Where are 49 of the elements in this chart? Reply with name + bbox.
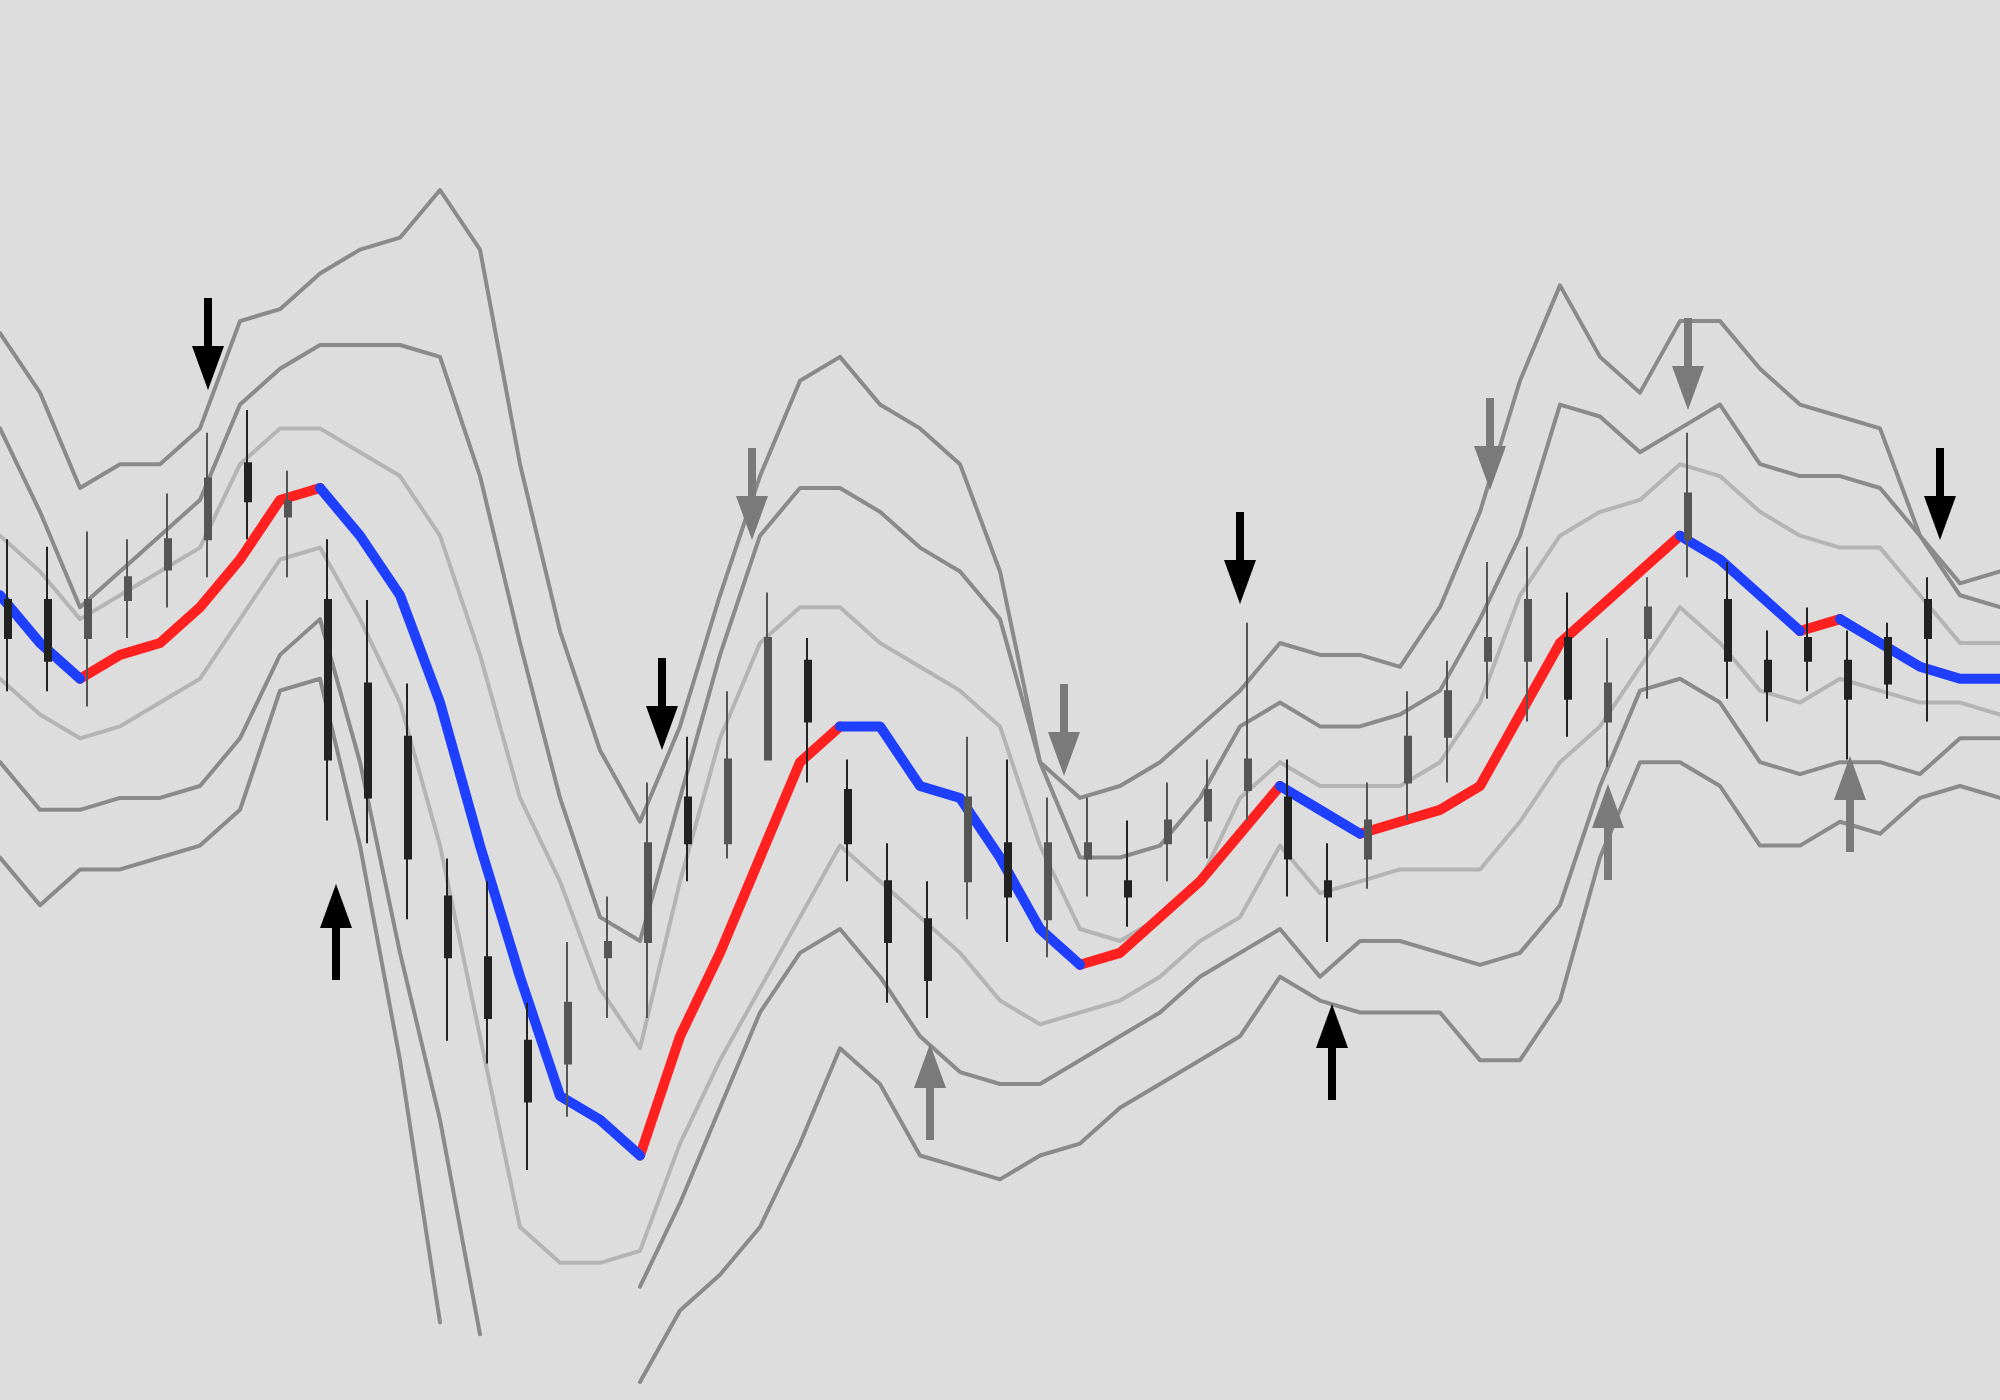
- candlestick: [124, 538, 132, 639]
- candlestick: [1804, 606, 1812, 693]
- candlestick: [1364, 781, 1372, 890]
- candlestick: [1124, 819, 1132, 928]
- candlestick: [204, 431, 212, 579]
- candlestick: [1844, 629, 1852, 761]
- candlestick: [604, 895, 612, 1019]
- candlestick: [1684, 431, 1692, 579]
- candlestick: [84, 530, 92, 708]
- candlestick: [1164, 781, 1172, 883]
- candlestick: [924, 880, 932, 1019]
- candlestick: [1924, 576, 1932, 723]
- candlestick: [1204, 758, 1212, 860]
- candlestick: [524, 1001, 532, 1171]
- candlestick: [1764, 629, 1772, 723]
- candlestick: [1044, 796, 1052, 959]
- candlestick: [1644, 576, 1652, 700]
- candlestick: [1604, 637, 1612, 769]
- candlestick: [1884, 621, 1892, 700]
- candlestick: [1484, 561, 1492, 700]
- candlestick: [364, 599, 372, 845]
- candlestick: [844, 758, 852, 883]
- candlestick: [44, 545, 52, 693]
- candlestick: [284, 469, 292, 579]
- candlestick: [4, 538, 12, 693]
- candlestick: [644, 781, 652, 1019]
- candlestick: [564, 941, 572, 1118]
- candlestick: [1324, 842, 1332, 943]
- candlestick: [1084, 796, 1092, 898]
- candlestick: [684, 735, 692, 883]
- candlestick: [1404, 690, 1412, 822]
- candlestick: [724, 690, 732, 860]
- candlestick: [1524, 545, 1532, 723]
- candlestick: [484, 880, 492, 1065]
- candlestick: [1004, 758, 1012, 943]
- candlestick: [1444, 659, 1452, 784]
- candlestick: [444, 857, 452, 1042]
- candlestick: [244, 409, 252, 541]
- candlestick: [164, 492, 172, 609]
- candlestick: [1284, 758, 1292, 898]
- candlestick: [324, 538, 332, 822]
- candlestick: [884, 842, 892, 1004]
- candlestick: [964, 735, 972, 921]
- candlestick: [764, 591, 772, 761]
- candlestick: [404, 682, 412, 921]
- candlestick: [1564, 591, 1572, 738]
- candlestick: [1244, 621, 1252, 822]
- candlestick: [1724, 561, 1732, 700]
- candlestick: [804, 637, 812, 784]
